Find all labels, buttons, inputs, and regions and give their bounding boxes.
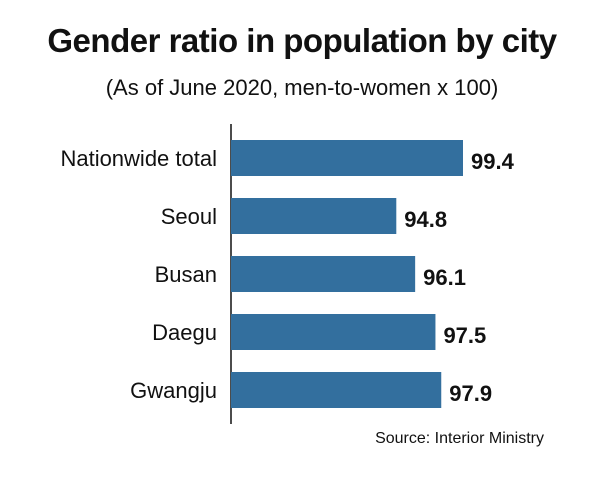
chart-title: Gender ratio in population by city xyxy=(47,22,557,59)
value-label: 97.5 xyxy=(443,323,486,348)
category-label: Daegu xyxy=(152,320,217,345)
bar-daegu xyxy=(231,314,436,350)
category-label: Busan xyxy=(155,262,217,287)
value-label: 99.4 xyxy=(471,149,515,174)
bar-gwangju xyxy=(231,372,442,408)
category-label: Gwangju xyxy=(130,378,217,403)
value-label: 97.9 xyxy=(449,381,492,406)
bar-busan xyxy=(231,256,416,292)
bars-group: Nationwide total 99.4 Seoul 94.8 Busan 96.1 Da… xyxy=(60,140,515,408)
value-label: 94.8 xyxy=(404,207,447,232)
bar-nationwide-total xyxy=(231,140,463,176)
source-note: Source: Interior Ministry xyxy=(375,430,544,447)
category-label: Seoul xyxy=(161,204,217,229)
category-label: Nationwide total xyxy=(60,146,217,171)
bar-seoul xyxy=(231,198,397,234)
value-label: 96.1 xyxy=(423,265,466,290)
chart-subtitle: (As of June 2020, men-to-women x 100) xyxy=(105,75,499,100)
